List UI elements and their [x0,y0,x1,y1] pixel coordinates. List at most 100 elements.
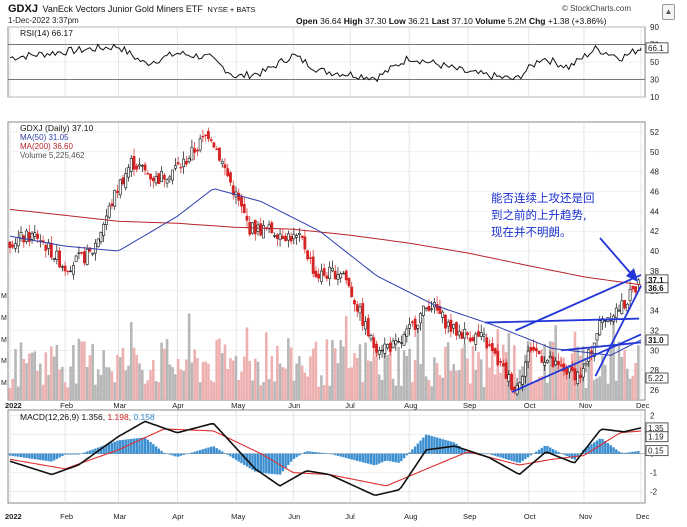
volume-bar [353,353,356,400]
volume-bar [595,378,599,400]
macd-histogram-bar [532,453,535,454]
candle-body [229,172,232,183]
candle-body [493,348,497,354]
candle-body [402,333,406,346]
volume-bar [14,349,17,400]
volume-bar [355,357,359,400]
volume-bar [369,361,373,400]
macd-histogram-bar [198,450,202,454]
macd-panel-frame [7,409,646,504]
volume-bar [358,344,362,400]
rsi-value-tag: 66.1 [648,44,664,53]
macd-histogram-bar [397,453,400,463]
candle-body [534,348,538,352]
macd-histogram-bar [460,447,464,454]
macd-histogram-bar [510,453,513,461]
macd-histogram-bar [295,453,298,458]
macd-histogram-bar [182,453,185,456]
volume-bar [61,366,64,400]
volume-bar [281,367,285,400]
macd-histogram-bar [240,453,243,464]
volume-bar [176,358,180,400]
volume-bar [416,326,420,400]
macd-legend-macd: 1.356 [81,412,103,422]
candle-body [187,158,191,163]
candle-body [242,204,246,214]
macd-histogram-bar [88,450,92,454]
macd-histogram-bar [537,449,541,454]
macd-histogram-bar [30,453,34,459]
macd-histogram-bar [105,444,108,454]
candle-body [317,273,321,279]
rsi-tick-label: 10 [650,93,659,102]
volume-bar [634,362,637,400]
candle-body [521,376,524,385]
macd-histogram-bar [513,453,516,462]
macd-histogram-bar [165,453,169,455]
volume-bar [466,358,469,400]
candle-body [278,233,282,241]
candle-body [466,332,469,336]
x-tick-label: May [231,512,245,521]
x-tick-label: Dec [636,512,650,521]
macd-histogram-bar [306,451,309,454]
macd-histogram-bar [336,453,340,456]
macd-histogram-bar [39,453,42,460]
annotation-arrowhead [626,268,638,282]
candle-body [121,177,125,185]
candle-body [157,173,161,185]
volume-bar [609,348,613,400]
macd-histogram-bar [590,444,593,454]
volume-bar [317,386,320,400]
candle-body [88,247,92,252]
candle-body [273,235,276,237]
volume-bar [127,365,130,400]
macd-value-tag: 1.19 [648,433,664,442]
volume-bar [537,376,541,400]
candle-body [383,343,387,354]
volume-bar [449,370,453,400]
volume-bar [152,360,155,400]
last-label: Last [431,16,450,26]
candle-body [540,355,544,363]
volume-bar [102,350,105,400]
candle-body [601,318,604,323]
trendline [561,341,642,352]
x-tick-label: Apr [172,512,184,521]
candle-body [240,196,243,207]
volume-bar [69,366,72,400]
volume-bar [132,347,136,400]
up-arrow-icon[interactable]: ▲ [662,4,675,20]
macd-histogram-bar [620,452,624,454]
volume-bar [267,379,271,400]
candle-body [325,275,329,279]
macd-histogram-bar [491,453,494,455]
candle-body [501,363,505,367]
macd-histogram-bar [119,440,122,454]
ma200-tag: 36.6 [648,284,664,293]
candle-body [270,222,274,234]
candle-body [146,173,150,175]
volume-bar [532,383,535,400]
candle-body [427,305,431,312]
candle-body [127,167,130,178]
candle-body [347,278,351,287]
macd-histogram-bar [554,450,557,454]
candle-body [421,305,425,316]
candle-body [559,364,563,367]
rsi-legend: RSI(14) 66.17 [20,28,73,38]
volume-bar [548,341,552,400]
candle-body [69,270,73,273]
candle-body [554,360,558,366]
macd-legend-signal: 1.198 [107,412,129,422]
candle-body [551,356,555,367]
macd-histogram-bar [113,441,116,454]
macd-histogram-bar [565,453,568,457]
candle-body [138,164,141,167]
volume-bar [11,378,15,400]
volume-bar [58,369,61,400]
volume-bar [614,380,618,400]
candle-body [366,318,370,337]
macd-histogram-bar [300,453,304,455]
macd-histogram-bar [223,453,227,454]
